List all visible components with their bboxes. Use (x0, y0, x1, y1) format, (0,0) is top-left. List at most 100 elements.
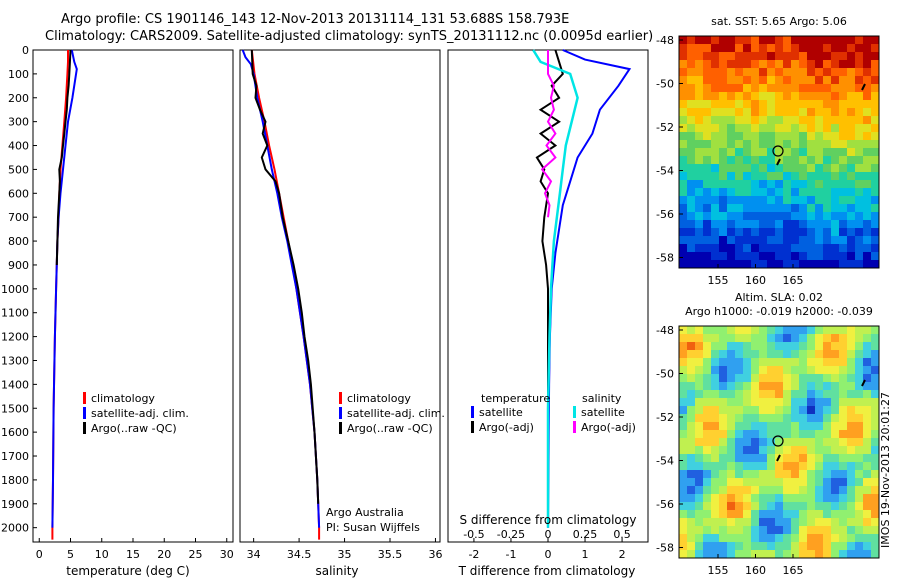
sla-cell (767, 398, 775, 406)
difference-legend: temperature salinitysatelliteArgo(-adj)sa… (471, 392, 636, 434)
sla-cell (695, 486, 703, 494)
sla-cell (799, 334, 807, 342)
sla-cell (855, 350, 863, 358)
sla-cell (767, 438, 775, 446)
sst-cell (743, 204, 751, 212)
sla-cell (727, 366, 735, 374)
sst-cell (695, 100, 703, 108)
sla-cell (727, 542, 735, 550)
diff-series-line-2 (532, 49, 579, 528)
sst-cell (855, 156, 863, 164)
sst-cell (751, 100, 759, 108)
sla-cell (719, 366, 727, 374)
sla-cell (863, 454, 871, 462)
sst-cell (767, 140, 775, 148)
sla-cell (735, 406, 743, 414)
sst-cell (863, 196, 871, 204)
imos-credit: IMOS 19-Nov-2013 20:01:27 (879, 392, 892, 548)
sla-cell (783, 398, 791, 406)
sst-cell (767, 188, 775, 196)
sla-cell (711, 326, 719, 334)
sst-cell (719, 164, 727, 172)
sla-cell (807, 398, 815, 406)
sst-cell (687, 76, 695, 84)
sst-cell (735, 116, 743, 124)
sla-cell (735, 526, 743, 534)
sst-cell (687, 204, 695, 212)
sst-cell (855, 164, 863, 172)
sla-cell (759, 390, 767, 398)
sla-cell (839, 526, 847, 534)
sst-cell (703, 220, 711, 228)
sst-cell (871, 68, 879, 76)
sla-cell (855, 542, 863, 550)
sst-cell (703, 76, 711, 84)
sst-cell (751, 36, 759, 44)
sst-cell (759, 156, 767, 164)
sst-cell (863, 244, 871, 252)
lon-tick-label: 165 (783, 564, 804, 577)
sst-cell (703, 108, 711, 116)
sst-cell (855, 236, 863, 244)
sla-cell (807, 334, 815, 342)
sla-cell (791, 446, 799, 454)
sla-cell (863, 478, 871, 486)
sst-cell (759, 204, 767, 212)
sst-cell (735, 100, 743, 108)
sla-cell (815, 366, 823, 374)
sla-cell (711, 510, 719, 518)
sst-cell (751, 84, 759, 92)
sst-cell (855, 188, 863, 196)
sst-cell (823, 36, 831, 44)
sla-cell (735, 502, 743, 510)
sst-cell (695, 220, 703, 228)
sla-cell (791, 550, 799, 558)
sst-cell (847, 140, 855, 148)
sst-cell (767, 100, 775, 108)
sla-cell (807, 374, 815, 382)
sst-cell (719, 212, 727, 220)
sla-cell (735, 534, 743, 542)
sst-cell (687, 100, 695, 108)
sst-cell (751, 132, 759, 140)
sst-cell (855, 180, 863, 188)
difference-x-axis: -2 -1 0 1 2-0.5 -0.25 0 0.25 0.5 (463, 528, 631, 561)
sst-cell (823, 228, 831, 236)
sst-cell (695, 44, 703, 52)
sst-cell (839, 236, 847, 244)
sst-cell (871, 108, 879, 116)
sla-cell (687, 350, 695, 358)
sla-cell (831, 414, 839, 422)
legend-label: Argo(..raw -QC) (91, 422, 177, 435)
sla-cell (743, 390, 751, 398)
sst-cell (847, 68, 855, 76)
sla-cell (759, 502, 767, 510)
sst-cell (807, 236, 815, 244)
sla-cell (815, 446, 823, 454)
sst-cell (767, 236, 775, 244)
sla-cell (695, 350, 703, 358)
sla-cell (775, 486, 783, 494)
sst-cell (871, 84, 879, 92)
sst-cell (831, 228, 839, 236)
sst-cell (775, 148, 783, 156)
sla-cell (735, 414, 743, 422)
sst-cell (735, 68, 743, 76)
sla-cell (823, 438, 831, 446)
sla-cell (855, 366, 863, 374)
sst-cell (711, 204, 719, 212)
sst-cell (679, 180, 687, 188)
depth-tick-label: 300 (8, 116, 29, 129)
sst-cell (775, 52, 783, 60)
sla-cell (783, 326, 791, 334)
sst-cell (783, 76, 791, 84)
sst-cell (815, 252, 823, 260)
sst-cell (807, 244, 815, 252)
sst-cell (839, 244, 847, 252)
sla-field (679, 326, 879, 558)
sst-cell (847, 164, 855, 172)
sla-cell (727, 398, 735, 406)
sst-cell (759, 84, 767, 92)
legend-title-salinity: salinity (582, 392, 622, 405)
sla-cell (751, 422, 759, 430)
